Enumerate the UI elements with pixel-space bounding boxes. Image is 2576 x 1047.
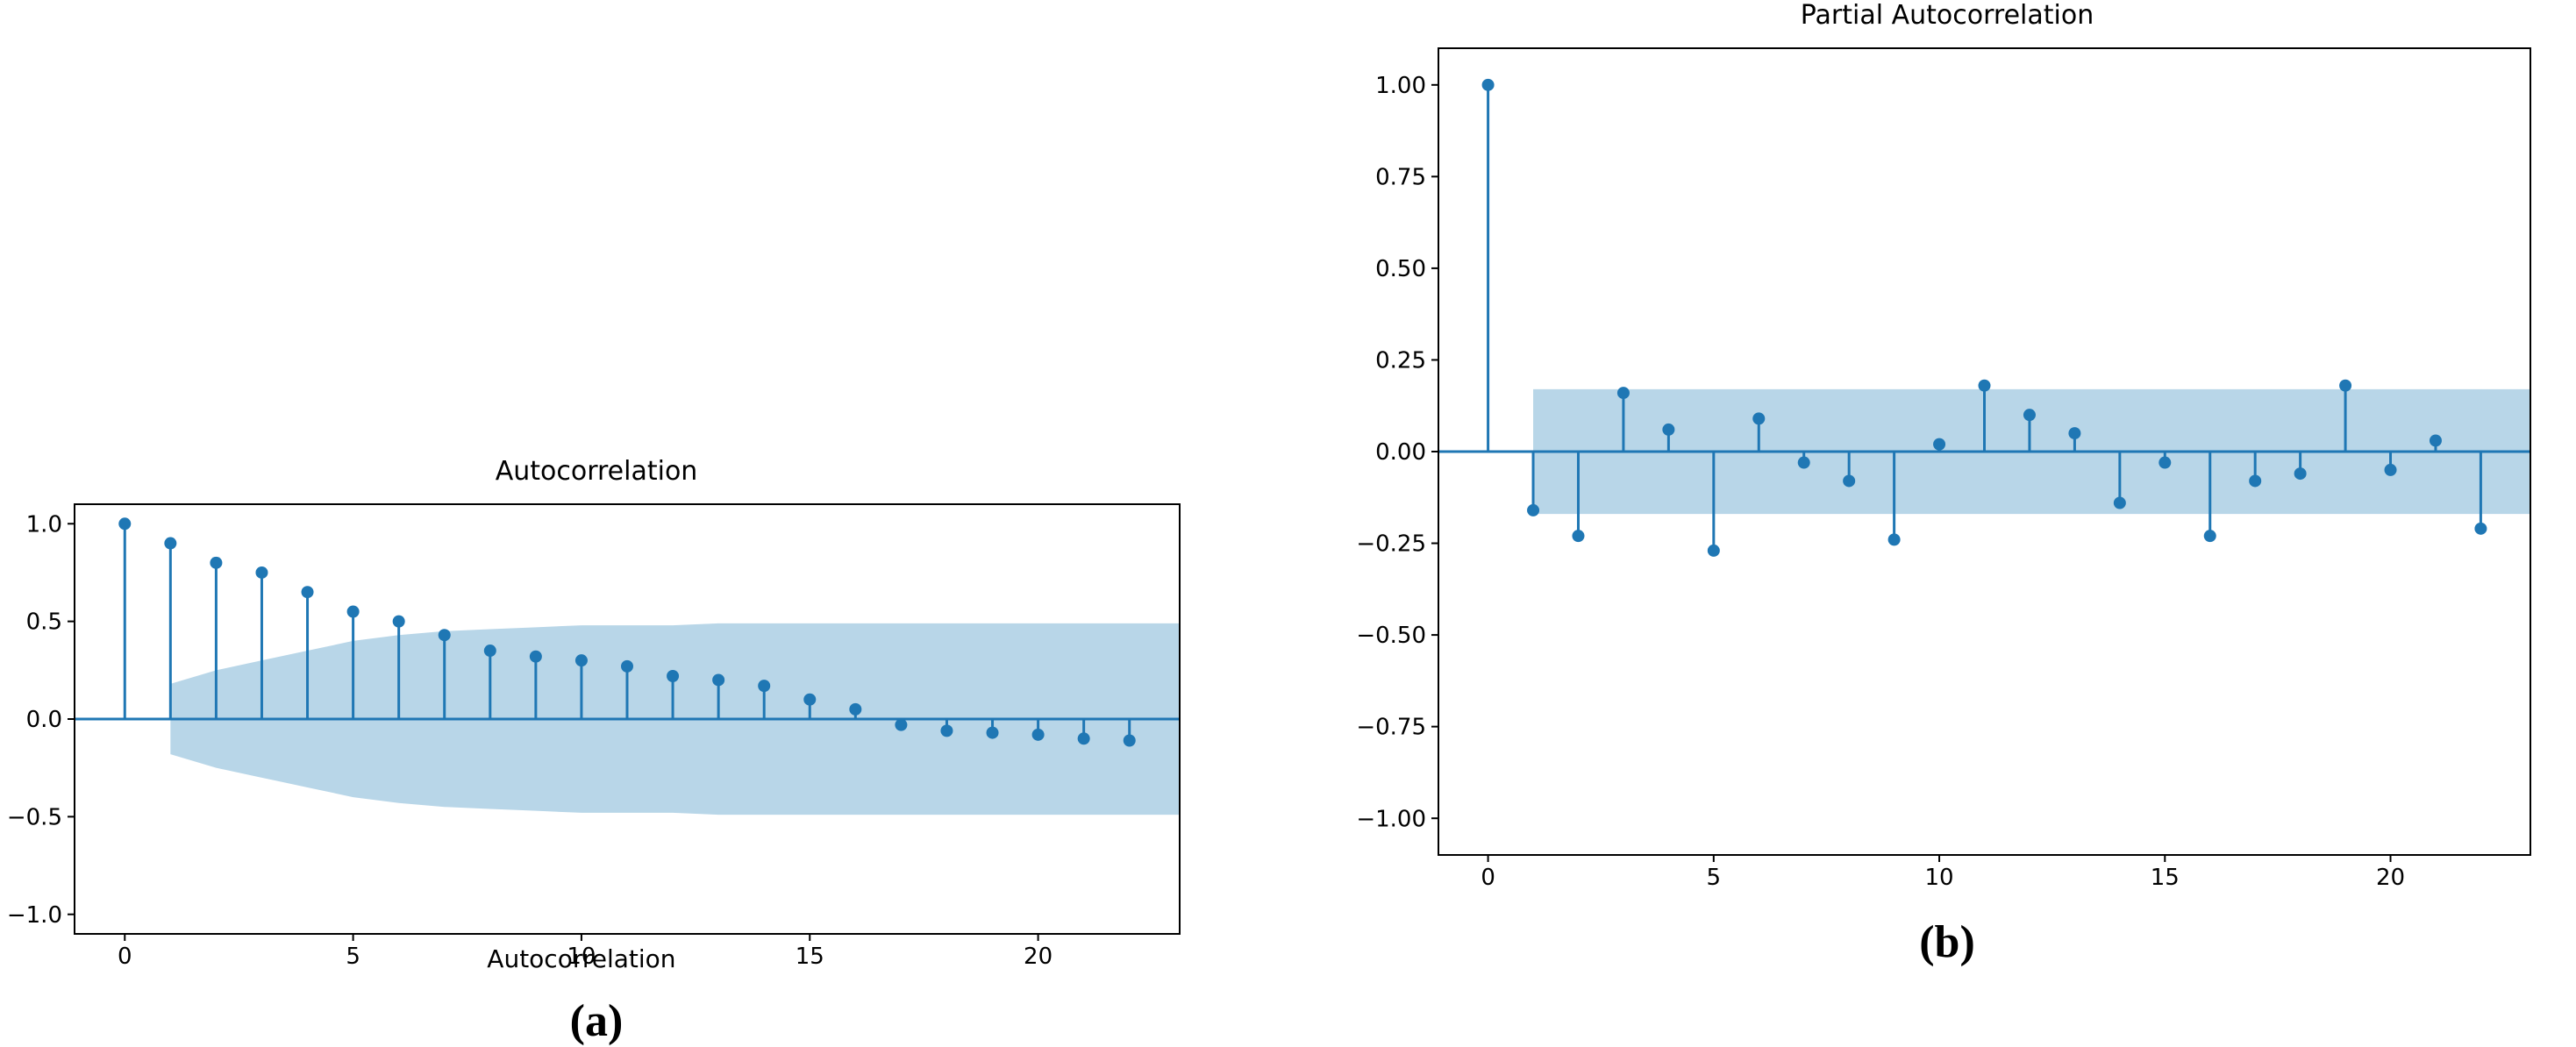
svg-text:1.00: 1.00 <box>1375 73 1426 99</box>
svg-text:10: 10 <box>1925 865 1954 891</box>
panel-a-plot: 05101520−1.0−0.50.00.51.0Autocorrelation <box>0 487 1193 986</box>
svg-text:−0.25: −0.25 <box>1356 531 1426 558</box>
svg-text:5: 5 <box>346 944 360 970</box>
svg-text:0.0: 0.0 <box>26 707 62 733</box>
panel-b-sublabel: (b) <box>1919 916 1975 968</box>
figure-container: Autocorrelation 0 5 10 15 20 −1.0 −0.5 0.0 0.5 1.… <box>0 0 2576 990</box>
panel-b-title: Partial Autocorrelation <box>1801 0 2094 31</box>
svg-text:−1.0: −1.0 <box>7 902 62 929</box>
panel-a: Autocorrelation 05101520−1.0−0.50.00.51.… <box>0 456 1193 1047</box>
svg-text:−0.50: −0.50 <box>1356 623 1426 649</box>
panel-a-title: Autocorrelation <box>496 456 698 487</box>
panel-b: Partial Autocorrelation 0 5 10 15 20 −1.00 −0.… <box>1351 0 2544 968</box>
svg-text:−0.75: −0.75 <box>1356 715 1426 741</box>
panel-a-sublabel: (a) <box>570 995 624 1047</box>
panel-b-plot: 0 5 10 15 20 −1.00 −0.75 −0.50 −0.25 0.00 0.25 0.50… <box>1351 31 2544 908</box>
svg-text:−0.5: −0.5 <box>7 804 62 830</box>
svg-text:0.50: 0.50 <box>1375 256 1426 282</box>
svg-text:15: 15 <box>796 944 824 970</box>
svg-text:1.0: 1.0 <box>26 511 62 538</box>
svg-text:20: 20 <box>2376 865 2405 891</box>
svg-text:Autocorrelation: Autocorrelation <box>487 944 675 973</box>
svg-text:0: 0 <box>118 944 132 970</box>
svg-text:0.00: 0.00 <box>1375 439 1426 466</box>
svg-text:15: 15 <box>2151 865 2180 891</box>
svg-text:5: 5 <box>1707 865 1722 891</box>
svg-text:0.75: 0.75 <box>1375 164 1426 190</box>
svg-text:0.5: 0.5 <box>26 609 62 636</box>
svg-text:0: 0 <box>1481 865 1495 891</box>
svg-text:20: 20 <box>1024 944 1053 970</box>
svg-text:−1.00: −1.00 <box>1356 806 1426 832</box>
svg-text:0.25: 0.25 <box>1375 348 1426 374</box>
